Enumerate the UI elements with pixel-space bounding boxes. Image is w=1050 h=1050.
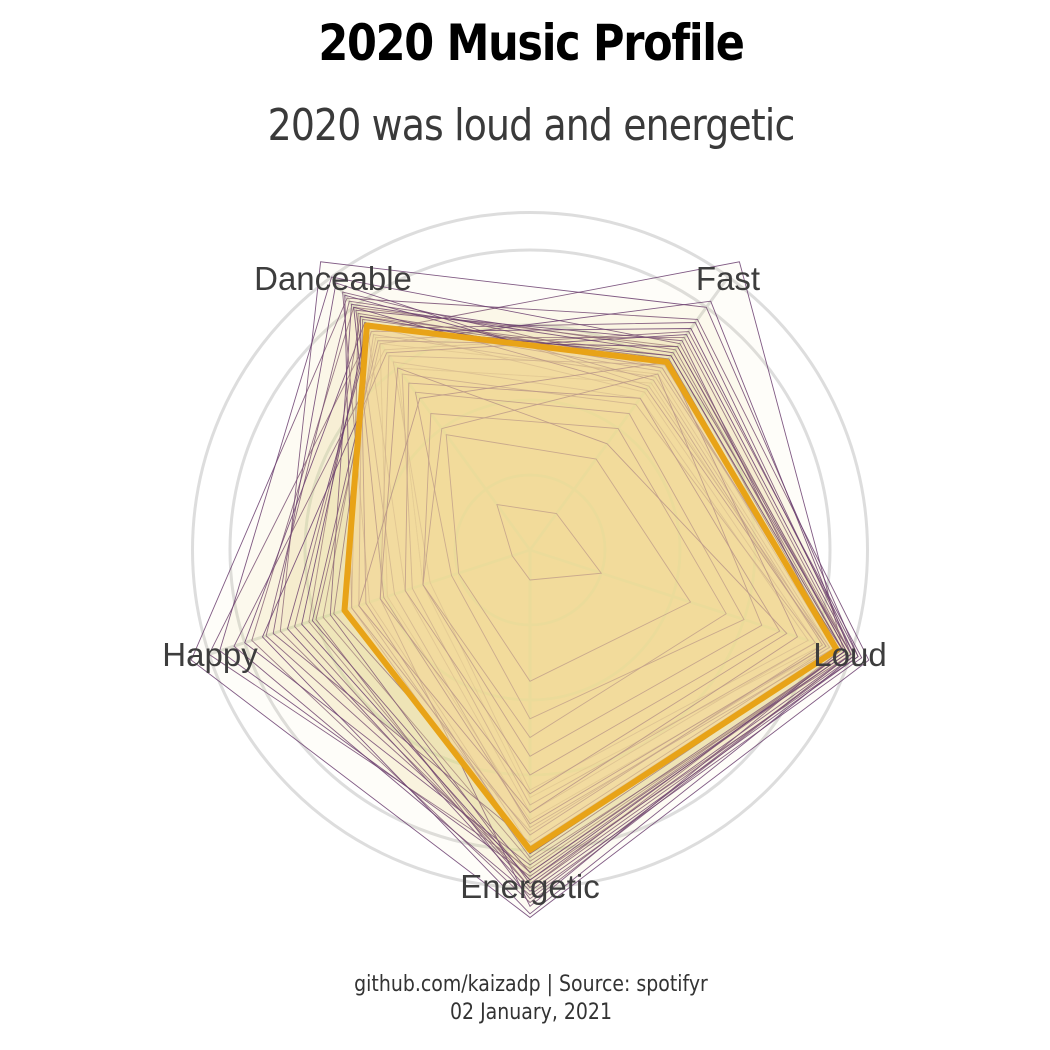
source-caption: github.com/kaizadp | Source: spotifyr bbox=[354, 972, 708, 997]
axis-label-happy: Happy bbox=[162, 636, 258, 673]
chart-subtitle: 2020 was loud and energetic bbox=[267, 100, 796, 151]
axis-label-loud: Loud bbox=[813, 636, 886, 673]
axis-labels: Fast Loud Energetic Happy Danceable bbox=[162, 260, 886, 905]
axis-label-energetic: Energetic bbox=[460, 868, 599, 905]
axis-label-fast: Fast bbox=[696, 260, 760, 297]
chart-title: 2020 Music Profile bbox=[318, 14, 745, 72]
date-caption: 02 January, 2021 bbox=[449, 1000, 613, 1025]
average-profile-polygon bbox=[341, 322, 840, 853]
axis-label-danceable: Danceable bbox=[254, 260, 412, 297]
average-profile bbox=[341, 322, 840, 853]
